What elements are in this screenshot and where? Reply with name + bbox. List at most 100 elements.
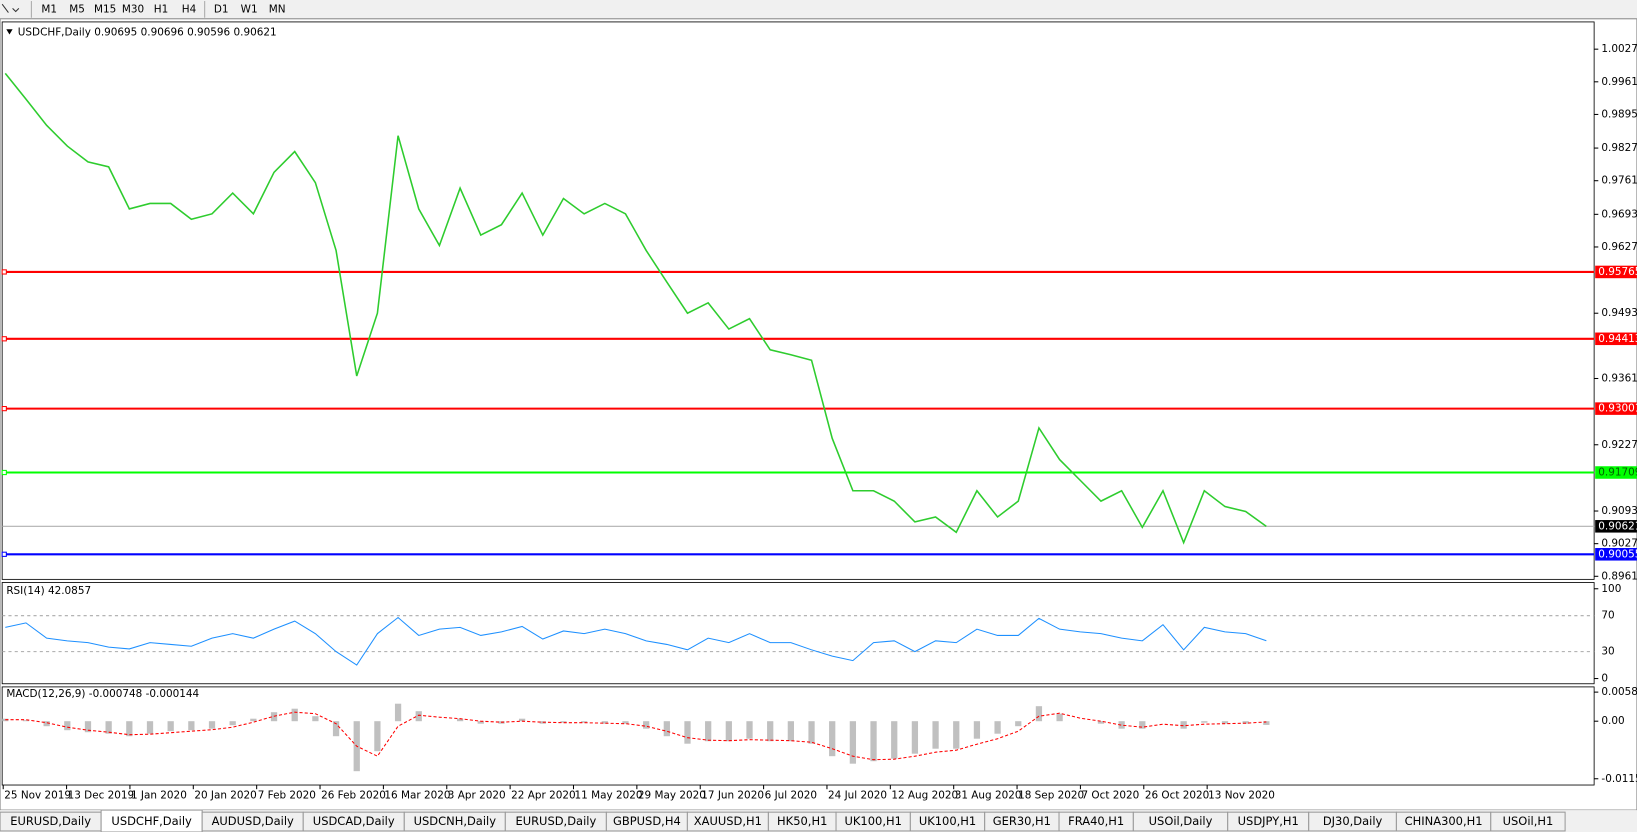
tab-label[interactable]: USDJPY,H1 — [1238, 814, 1299, 828]
macd-bar — [332, 721, 340, 737]
y-tick-label: 0.94930 — [1601, 307, 1637, 319]
level-handle — [1, 269, 7, 275]
tab-label[interactable]: XAUUSD,H1 — [694, 814, 762, 828]
rsi-tick-label: 30 — [1601, 646, 1614, 658]
y-tick-label: 0.99610 — [1601, 76, 1637, 88]
macd-bar — [787, 721, 794, 742]
macd-main: -0.000748 — [89, 688, 143, 700]
tab-label[interactable]: UK100,H1 — [919, 814, 976, 828]
y-tick-label: 1.00270 — [1601, 43, 1637, 55]
x-tick-label: 26 Oct 2020 — [1145, 789, 1209, 801]
x-tick-label: 20 Jan 2020 — [194, 789, 256, 801]
open: 0.90695 — [94, 26, 137, 38]
tab-label[interactable]: CHINA300,H1 — [1405, 814, 1483, 828]
toolbar — [0, 0, 1637, 19]
macd-bar — [1035, 706, 1043, 722]
tab-label[interactable]: UK100,H1 — [845, 814, 902, 828]
macd-bar — [891, 721, 898, 759]
macd-bar — [250, 718, 257, 722]
macd-bar — [22, 720, 30, 722]
macd-bar — [126, 721, 133, 737]
macd-bar — [477, 721, 484, 724]
y-tick-label: 0.97610 — [1601, 175, 1637, 187]
tab-label[interactable]: USDCHF,Daily — [111, 814, 192, 828]
macd-bar — [84, 721, 92, 733]
y-tick-label: 0.98950 — [1601, 108, 1637, 120]
tab-label[interactable]: FRA40,H1 — [1068, 814, 1124, 828]
macd-bar — [415, 711, 422, 722]
macd-bar — [105, 721, 112, 734]
current-price-box — [1595, 520, 1637, 533]
price-line — [4, 72, 1267, 545]
level-box — [1595, 548, 1637, 561]
x-tick-label: 16 Mar 2020 — [384, 789, 450, 801]
current-price-label: 0.90621 — [1598, 520, 1637, 532]
macd-bar — [291, 708, 298, 722]
macd-tick-label: 0.005818 — [1601, 686, 1637, 698]
level-handle — [1, 336, 7, 342]
tab-label[interactable]: GBPUSD,H4 — [613, 814, 681, 828]
tab-label[interactable]: GER30,H1 — [993, 814, 1051, 828]
timeframe-button[interactable]: MN — [269, 3, 286, 15]
timeframe-button[interactable]: M30 — [122, 3, 144, 15]
level-handle — [1, 551, 7, 557]
macd-bar — [870, 721, 877, 762]
y-tick-label: 0.96930 — [1601, 208, 1637, 220]
macd-bar — [601, 721, 608, 724]
macd-bar — [581, 721, 588, 723]
x-tick-label: 11 May 2020 — [575, 789, 643, 801]
x-tick-label: 7 Feb 2020 — [258, 789, 316, 801]
timeframe-button[interactable]: D1 — [214, 3, 229, 15]
timeframe-button[interactable]: W1 — [241, 3, 258, 15]
tab-label[interactable]: USOil,H1 — [1503, 814, 1554, 828]
macd-bar — [746, 721, 753, 739]
level-box — [1595, 466, 1637, 479]
rsi-title: RSI(14) — [6, 585, 44, 597]
close: 0.90621 — [234, 26, 277, 38]
macd-bar — [808, 721, 815, 744]
macd-title: MACD(12,26,9) — [6, 688, 85, 700]
tab-label[interactable]: USDCAD,Daily — [313, 814, 395, 828]
macd-bar — [932, 721, 939, 749]
level-label: 0.94413 — [1598, 333, 1637, 345]
macd-bar — [394, 703, 402, 722]
macd-bar — [973, 721, 981, 739]
macd-bar — [560, 721, 567, 723]
x-tick-label: 31 Aug 2020 — [955, 789, 1022, 801]
level-label: 0.90055 — [1598, 548, 1637, 560]
rsi-header: RSI(14) 42.0857 — [6, 585, 91, 597]
tab-label[interactable]: DJ30,Daily — [1323, 814, 1383, 828]
tab[interactable] — [1490, 811, 1566, 832]
timeframe-button[interactable]: H1 — [154, 3, 168, 15]
collapse-arrow — [6, 29, 13, 35]
timeframe-button[interactable]: M15 — [94, 3, 116, 15]
tab-label[interactable]: HK50,H1 — [777, 814, 827, 828]
tab-label[interactable]: EURUSD,Daily — [515, 814, 596, 828]
macd-signal-line — [5, 711, 1267, 761]
tab-label[interactable]: EURUSD,Daily — [10, 814, 91, 828]
level-label: 0.95765 — [1598, 266, 1637, 278]
timeframe-button[interactable]: M1 — [41, 3, 57, 15]
x-tick-label: 3 Apr 2020 — [448, 789, 506, 801]
tab-label[interactable]: USOil,Daily — [1149, 814, 1213, 828]
macd-bar — [518, 718, 526, 722]
level-handle — [1, 406, 7, 412]
high: 0.90696 — [141, 26, 184, 38]
y-tick-label: 0.96270 — [1601, 241, 1637, 253]
timeframe-button[interactable]: M5 — [69, 3, 85, 15]
y-tick-label: 0.90930 — [1601, 505, 1637, 517]
macd-bar — [725, 721, 732, 742]
timeframe-button[interactable]: H4 — [182, 3, 197, 15]
level-box — [1595, 265, 1637, 279]
macd-bar — [643, 721, 650, 729]
macd-bar — [911, 721, 919, 754]
macd-bar — [994, 721, 1001, 734]
rsi-panel — [1, 582, 1595, 685]
macd-bar — [1180, 721, 1187, 729]
macd-bar — [1201, 721, 1208, 723]
tab-label[interactable]: AUDUSD,Daily — [212, 814, 294, 828]
y-tick-label: 0.90270 — [1601, 538, 1637, 550]
tab-label[interactable]: USDCNH,Daily — [414, 814, 497, 828]
macd-bar — [229, 721, 236, 726]
